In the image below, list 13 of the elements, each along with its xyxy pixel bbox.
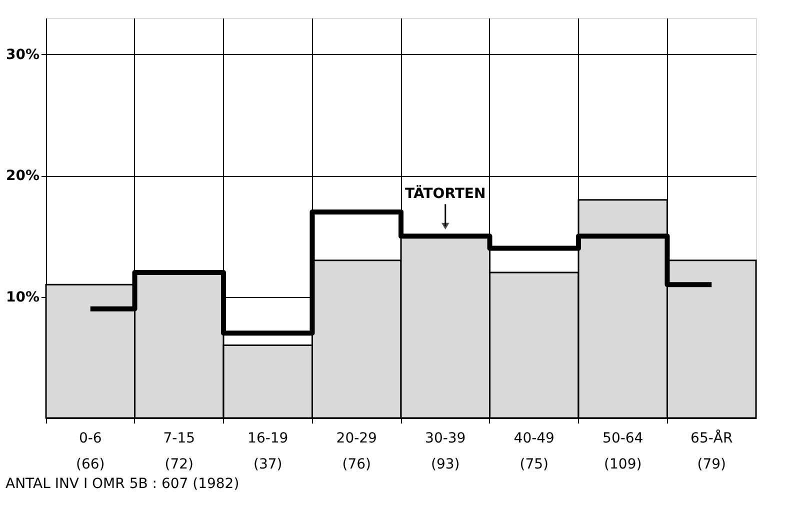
x-tick-label: 30-39 (93) [425, 430, 466, 472]
text: ANTAL INV I OMR 5B : 607 (1982) [5, 476, 240, 492]
x-tick-label: 16-19 (37) [248, 430, 288, 472]
y-tick-label: 10% [6, 289, 40, 306]
x-tick-label: 50-64 (109) [602, 430, 644, 472]
x-tick-label: 65-ÅR (79) [690, 430, 733, 472]
y-tick-label: 20% [6, 168, 40, 184]
x-tick-label: 40-49 (75) [514, 430, 554, 472]
y-tick-label: 30% [6, 46, 40, 63]
annotation: TÄTORTEN [405, 185, 486, 202]
x-tick-label: 7-15 (72) [163, 430, 196, 472]
x-tick-label: 20-29 (76) [336, 430, 377, 472]
x-tick-label: 0-6 (66) [76, 430, 105, 472]
